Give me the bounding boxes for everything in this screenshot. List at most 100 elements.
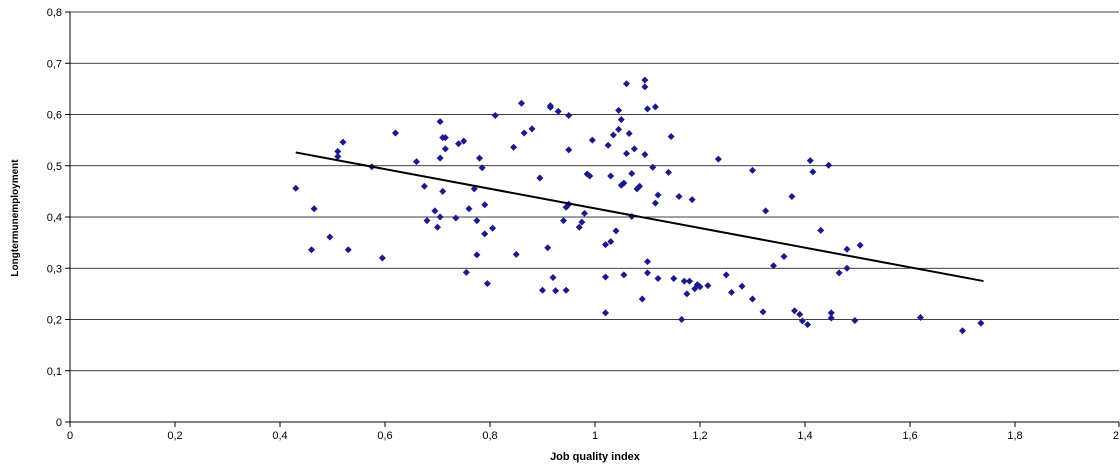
data-point [770,262,777,270]
data-point [552,287,560,295]
data-point [615,125,623,133]
x-tick-label: 1,6 [902,430,917,442]
data-point [578,218,586,226]
data-point [581,209,588,217]
data-point [489,224,497,232]
data-point [292,184,300,192]
data-point [565,112,573,120]
data-point [623,80,630,88]
data-point [722,271,730,279]
data-point [473,217,481,225]
data-point [977,319,985,327]
data-point [780,252,788,260]
data-point [612,227,620,235]
data-point [917,313,924,321]
data-point [796,310,804,318]
data-point [696,283,704,291]
data-point [465,205,473,213]
data-point [959,327,966,335]
data-point [554,107,562,115]
data-point [620,271,628,279]
data-point [512,250,520,258]
data-point [607,238,615,246]
data-point [604,141,612,149]
y-tick-label: 0,7 [47,58,62,70]
data-point [334,153,342,161]
data-point [481,230,489,238]
data-point [762,207,770,215]
data-point [804,321,812,329]
data-point [436,154,444,162]
y-tick-label: 0,1 [47,366,62,378]
y-axis-ticks: 0 0,1 0,2 0,3 0,4 0,5 0,6 0,7 0,8 [47,7,70,429]
data-point [334,147,342,155]
data-point [644,269,651,277]
data-point [549,273,557,281]
data-point [431,207,439,215]
data-point [562,286,570,294]
data-point [678,316,686,323]
data-point [651,199,659,207]
data-point [809,168,817,176]
data-point [544,244,552,252]
data-point [344,246,352,254]
y-tick-label: 0,3 [47,263,62,275]
data-point [827,314,835,322]
data-point [856,241,864,249]
data-point [670,275,678,282]
trendline-group [295,151,984,283]
data-point [749,166,756,174]
data-point [686,277,693,285]
y-tick-label: 0,5 [47,161,62,173]
data-point [791,307,798,315]
x-tick-label: 0 [67,430,73,442]
data-point [628,169,636,177]
data-point [638,295,646,303]
data-point [602,309,609,317]
data-point [759,308,767,316]
data-point [644,258,651,266]
data-point [617,116,625,124]
data-point [423,217,431,225]
y-tick-label: 0,4 [47,212,62,224]
x-axis-title: Job quality index [550,451,641,463]
data-point [607,172,615,180]
data-points [292,76,985,335]
data-point [310,205,318,213]
data-point [788,193,796,200]
data-point [510,143,518,151]
data-point [441,145,449,153]
y-tick-label: 0,2 [47,315,62,327]
data-point [339,138,347,146]
data-point [452,214,460,222]
x-tick-label: 0,8 [482,430,497,442]
data-point [609,131,617,139]
data-point [462,268,470,276]
data-point [413,158,420,166]
data-point [575,223,583,231]
data-point [436,118,444,126]
data-point [439,187,447,195]
y-tick-label: 0,6 [47,110,62,122]
data-point [714,155,722,163]
data-point [827,309,835,317]
data-point [654,275,662,282]
data-point [843,264,851,272]
data-point [378,254,386,262]
data-point [641,150,649,158]
data-point [835,269,843,277]
data-point [630,145,638,153]
data-point [481,201,489,209]
data-point [539,286,546,294]
data-point [688,196,696,204]
y-tick-label: 0,8 [47,7,62,19]
data-point [615,106,623,114]
data-point [436,213,444,221]
data-point [308,246,315,254]
horizontal-gridlines [70,11,1119,372]
data-point [625,129,633,137]
data-point [460,137,468,145]
data-point [588,136,596,144]
data-point [683,290,691,298]
